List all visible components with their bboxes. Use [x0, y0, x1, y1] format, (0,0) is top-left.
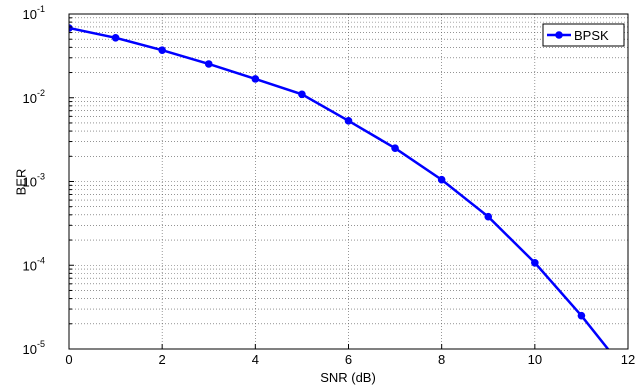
data-point — [298, 90, 306, 99]
data-point — [531, 258, 539, 267]
y-tick-exponent: -5 — [37, 339, 45, 349]
x-tick-label: 6 — [345, 352, 352, 367]
data-point — [624, 370, 632, 378]
x-tick-label: 4 — [252, 352, 259, 367]
y-tick-base: 10 — [23, 342, 37, 357]
legend-label: BPSK — [574, 28, 609, 43]
x-axis-label: SNR (dB) — [320, 370, 376, 385]
data-point — [437, 175, 446, 184]
legend: BPSK — [542, 23, 625, 47]
y-tick-exponent: -1 — [37, 4, 45, 14]
y-tick-base: 10 — [23, 258, 37, 273]
data-point — [251, 75, 260, 83]
x-tick-label: 8 — [438, 352, 445, 367]
y-tick-label: 10-5 — [23, 339, 45, 357]
legend-marker — [555, 31, 563, 39]
x-tick-label: 12 — [621, 352, 635, 367]
data-point — [577, 311, 586, 320]
y-tick-exponent: -2 — [37, 88, 45, 98]
legend-box — [542, 23, 625, 47]
y-tick-base: 10 — [23, 91, 37, 106]
data-point — [344, 117, 353, 125]
data-point — [69, 24, 73, 32]
data-point — [111, 33, 120, 42]
x-tick-label: 2 — [159, 352, 166, 367]
data-point — [158, 46, 166, 54]
series-layer — [69, 24, 632, 378]
y-tick-label: 10-2 — [23, 88, 45, 106]
y-tick-exponent: -3 — [37, 172, 45, 182]
data-point — [484, 212, 493, 221]
y-tick-base: 10 — [23, 175, 37, 190]
x-tick-label: 10 — [528, 352, 542, 367]
data-point — [391, 144, 399, 152]
y-tick-base: 10 — [23, 7, 37, 22]
y-tick-label: 10-4 — [23, 255, 45, 273]
y-tick-label: 10-3 — [23, 172, 45, 190]
y-tick-label: 10-1 — [23, 4, 45, 22]
data-point — [204, 60, 213, 68]
y-axis-label: BER — [13, 169, 28, 196]
x-tick-label: 0 — [65, 352, 72, 367]
y-tick-exponent: -4 — [37, 255, 45, 265]
